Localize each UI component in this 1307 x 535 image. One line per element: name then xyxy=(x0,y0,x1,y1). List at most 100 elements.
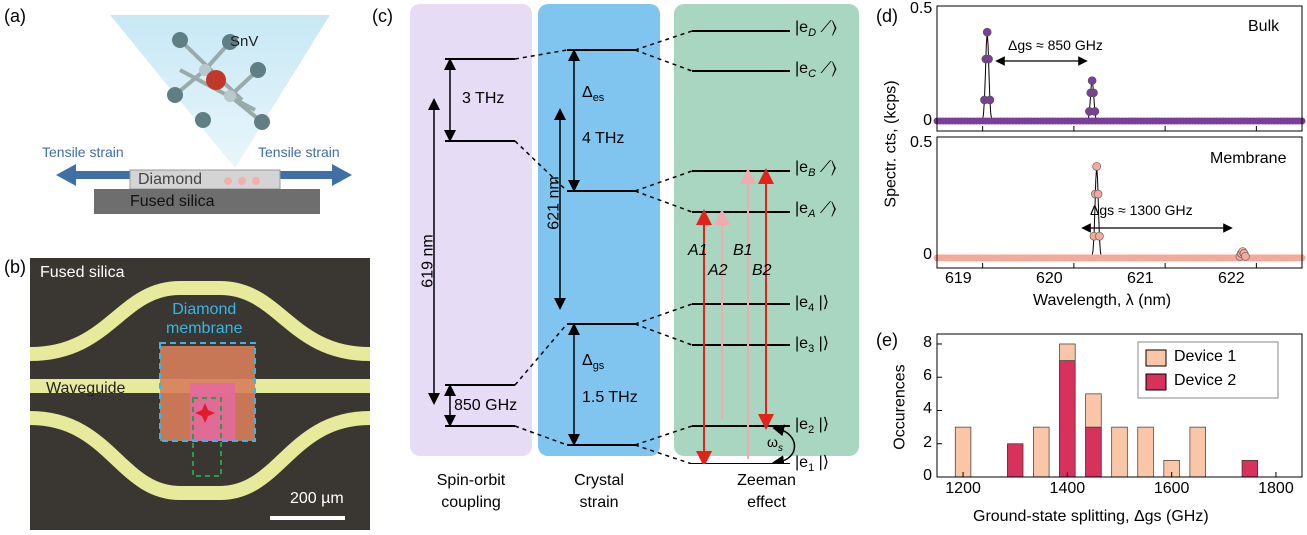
xtick-label-1400: 1400 xyxy=(1049,480,1086,497)
caption-spin-orbit-1: Spin-orbit xyxy=(436,472,506,489)
omega-sub: s xyxy=(777,442,783,454)
level-e2-ket: |e xyxy=(795,416,809,433)
bulk-annotation: Δgs ≈ 850 GHz xyxy=(1008,37,1103,53)
strain-label-right: Tensile strain xyxy=(258,144,340,160)
level-eA: |eA ⟋⟩ xyxy=(795,200,837,221)
panel-a-illustration xyxy=(56,15,352,214)
strain-label-left: Tensile strain xyxy=(42,144,124,160)
delta-es: Δes xyxy=(582,84,604,104)
xtick-label-1200: 1200 xyxy=(945,480,981,497)
xtick-label-1800: 1800 xyxy=(1258,480,1294,497)
membrane-ytick-zero: 0 xyxy=(923,246,932,263)
star-marker xyxy=(195,403,215,423)
diamond-label: Diamond xyxy=(138,171,203,188)
peak-point-1-1 xyxy=(1241,252,1250,261)
ytick-label-4: 4 xyxy=(923,400,932,418)
legend-device-2: Device 2 xyxy=(1174,372,1237,389)
xtick-619: 619 xyxy=(945,270,972,287)
scale-bar xyxy=(270,516,345,520)
panel-a: SnV Tensile strain Tensile strain Diamon… xyxy=(30,0,370,220)
level-eB-ket: |e xyxy=(795,159,809,176)
caption-spin-orbit: Spin-orbit coupling xyxy=(410,470,532,514)
panel-label-a: (a) xyxy=(4,6,26,26)
level-e3-sub: 3 xyxy=(808,343,815,356)
label-b1: B1 xyxy=(733,242,753,259)
histogram-ticks xyxy=(937,343,1277,478)
histogram-ylabel: Occurences xyxy=(891,364,909,450)
membrane-label-line-1: Diamond xyxy=(172,301,237,318)
histogram-chart xyxy=(936,333,1303,478)
delta-gs-sub: gs xyxy=(592,360,605,373)
bar-0-1550 xyxy=(1137,426,1154,478)
fused-silica-label-b: Fused silica xyxy=(40,264,125,281)
micrograph: Fused silica Diamond membrane Waveguide … xyxy=(30,258,370,530)
legend-device-1: Device 1 xyxy=(1174,348,1237,365)
caption-zeeman: Zeeman effect xyxy=(674,470,859,514)
spectra-ticks xyxy=(982,126,1257,268)
level-eB-sub: B xyxy=(808,167,816,180)
bar-0-1650 xyxy=(1189,426,1206,478)
strain-arrow-left xyxy=(56,164,130,186)
level-e1-ket: |e xyxy=(795,454,809,471)
membrane-axes xyxy=(936,136,1303,269)
bar-1-1300 xyxy=(1007,443,1024,478)
scale-bar-label: 200 µm xyxy=(290,490,344,507)
energy-levels xyxy=(428,30,796,464)
xtick-label-1600: 1600 xyxy=(1153,480,1190,497)
snv-molecule xyxy=(167,32,270,130)
level-eB: |eB ⟋⟩ xyxy=(795,159,837,180)
membrane-annotation: Δgs ≈ 1300 GHz xyxy=(1090,202,1193,218)
level-eD: |eD ⟋⟩ xyxy=(795,19,837,40)
peak-point-0-1 xyxy=(1090,107,1100,116)
xtick-621: 621 xyxy=(1127,270,1154,287)
waveguide-label: Waveguide xyxy=(46,380,126,397)
membrane-label: Membrane xyxy=(1210,150,1287,167)
spectra-ylabel: Spectr. cts, (kcps) xyxy=(882,80,900,208)
level-e3: |e3 |⟩ xyxy=(795,335,830,356)
panel-c: 3 THz 850 GHz 619 nm 621 nm Δes 4 THz Δg… xyxy=(410,4,870,534)
level-eD-sub: D xyxy=(808,27,817,40)
so-split-ground: 850 GHz xyxy=(454,397,518,414)
caption-crystal-2: strain xyxy=(579,494,619,511)
panel-label-d: (d) xyxy=(876,6,898,26)
bar-1-1400 xyxy=(1059,360,1076,478)
level-e1: |e1 |⟩ xyxy=(795,454,830,475)
label-b2: B2 xyxy=(752,262,772,279)
gs-split: 1.5 THz xyxy=(582,389,638,406)
level-e2: |e2 |⟩ xyxy=(795,416,830,437)
membrane-label: Diamond membrane xyxy=(166,300,242,338)
panel-label-e: (e) xyxy=(876,330,898,350)
bar-0-1200 xyxy=(954,426,972,478)
panel-label-b: (b) xyxy=(4,257,26,277)
spectra-xlabel: Wavelength, λ (nm) xyxy=(1033,292,1172,309)
bar-1-1750 xyxy=(1241,460,1259,478)
delta-gs-symbol: Δ xyxy=(582,352,593,369)
caption-crystal-strain: Crystal strain xyxy=(538,470,660,514)
xtick-620: 620 xyxy=(1036,270,1063,287)
level-eC-ket: |e xyxy=(795,60,809,77)
omega-symbol: ω xyxy=(767,434,778,450)
spectra-chart xyxy=(933,5,1306,269)
spectrum-bulk xyxy=(933,27,1306,125)
peak-point-1-0 xyxy=(1093,189,1103,199)
caption-spin-orbit-2: coupling xyxy=(441,494,501,511)
ytick-label-8: 8 xyxy=(923,333,932,351)
peak-point-0-1 xyxy=(1087,76,1097,85)
legend-swatch-device-1 xyxy=(1145,349,1167,367)
spectrum-membrane xyxy=(933,162,1306,262)
caption-zeeman-2: effect xyxy=(747,494,786,511)
label-a1: A1 xyxy=(688,242,708,259)
panel-label-c: (c) xyxy=(372,6,393,26)
caption-zeeman-1: Zeeman xyxy=(737,472,796,489)
wavelength-619: 619 nm xyxy=(419,234,437,288)
waveguide-drawing xyxy=(30,281,370,520)
membrane-outline xyxy=(159,342,256,442)
panel-d: Spectr. cts, (kcps) Wavelength, λ (nm) B… xyxy=(878,0,1307,320)
peak-point-1-0 xyxy=(1092,162,1101,171)
bulk-label: Bulk xyxy=(1248,18,1280,35)
omega-label: ωs xyxy=(767,434,783,454)
histogram-xlabel: Ground-state splitting, Δgs (GHz) xyxy=(973,508,1209,525)
level-e4-ket: |e xyxy=(795,294,809,311)
level-eC-sub: C xyxy=(808,68,817,81)
level-eD-ket: |e xyxy=(795,19,809,36)
